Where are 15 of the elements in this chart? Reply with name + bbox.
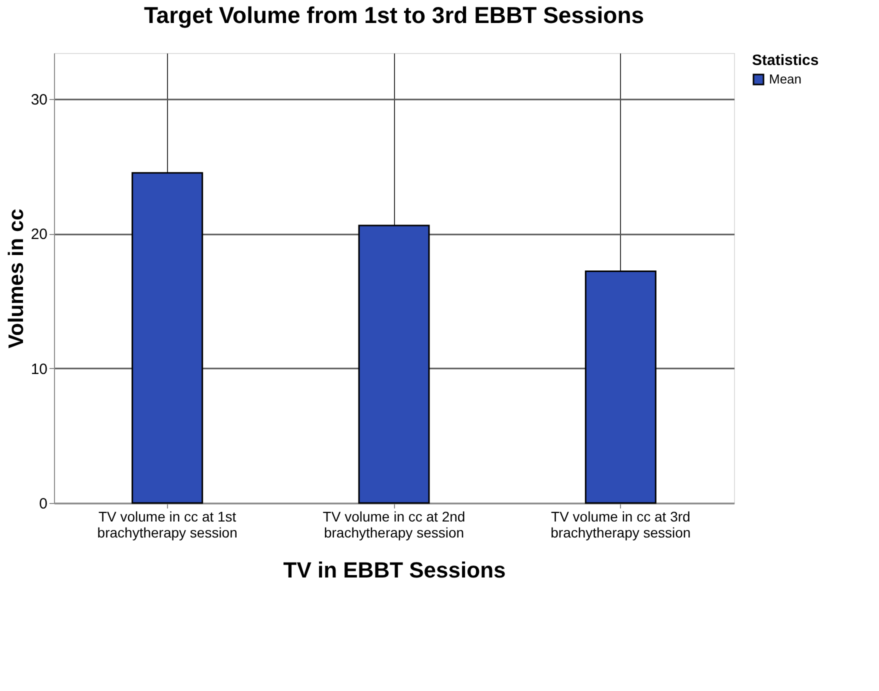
bar (132, 172, 204, 504)
y-tick-label: 10 (30, 360, 48, 378)
legend-title: Statistics (752, 52, 819, 69)
chart-title: Target Volume from 1st to 3rd EBBT Sessions (144, 2, 644, 28)
y-tick-label: 20 (30, 226, 48, 244)
x-axis-title: TV in EBBT Sessions (283, 558, 506, 582)
bar (584, 270, 656, 504)
y-tick-label: 30 (30, 91, 48, 108)
y-tick-label: 0 (39, 496, 48, 512)
x-tick-label: TV volume in cc at 2nd brachytherapy session (322, 508, 466, 540)
bar (358, 224, 430, 504)
x-tick-label: TV volume in cc at 3rd brachytherapy session (550, 508, 691, 540)
x-tick-label: TV volume in cc at 1st brachytherapy session (97, 508, 238, 540)
y-axis-title: Volumes in cc (4, 208, 28, 348)
legend-label: Mean (769, 72, 802, 86)
